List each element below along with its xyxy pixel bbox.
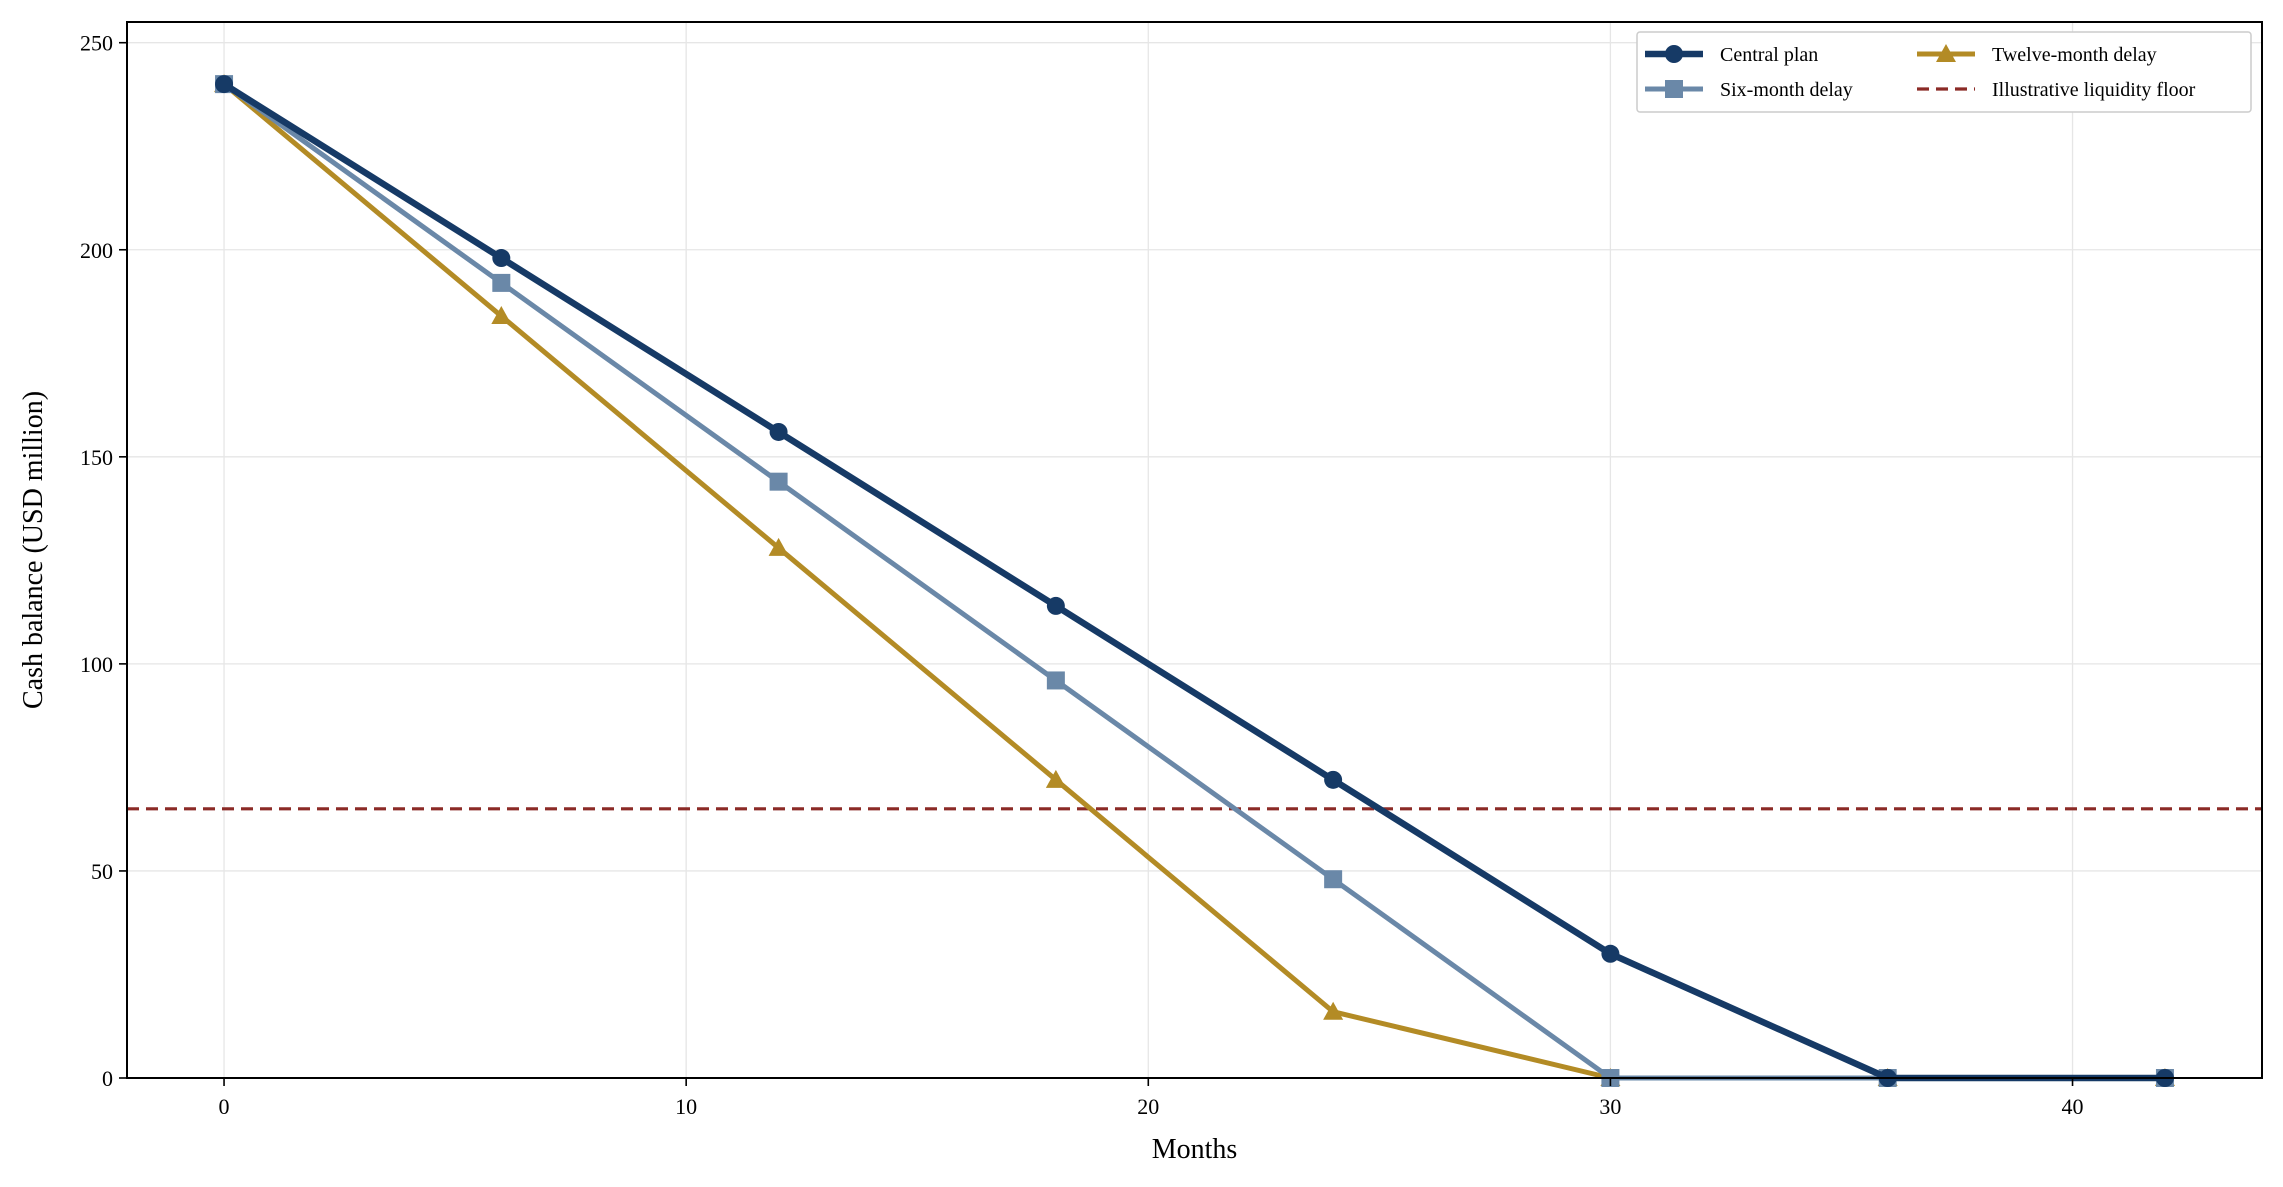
legend-box [1636,31,2252,113]
y-tick-label: 250 [80,31,113,56]
data-point [491,306,512,325]
legend-entry: Twelve-month delay [1917,44,2157,66]
y-tick-label: 200 [80,238,113,263]
legend: Central plan Six-month delay Twelve-month … [1636,31,2252,113]
x-tick-label: 40 [2062,1094,2084,1119]
legend-label: Central plan [1720,44,1818,66]
grid [127,22,2262,1079]
series-line [222,82,2165,1081]
x-tick-label: 30 [1599,1094,1621,1119]
y-tick-label: 50 [91,859,113,884]
series-circle [215,75,2174,1087]
y-tick-label: 150 [80,445,113,470]
y-axis-title: Cash balance (USD million) [18,391,49,709]
series [214,74,2175,1087]
y-tick-label: 0 [102,1066,113,1091]
data-point [1046,596,1065,615]
data-point [1324,870,1343,889]
data-point [492,273,511,292]
y-tick-label: 100 [80,652,113,677]
legend-marker [1665,80,1683,98]
data-point [215,75,234,94]
x-axis-title: Months [1152,1134,1238,1165]
data-point [769,422,788,441]
legend-entry: Central plan [1645,44,1818,66]
series-line [222,82,2165,1081]
data-point [492,249,511,268]
plot-frame [126,21,2263,1079]
data-point [1045,769,1066,788]
axis-ticks: 0 10 20 30 40 0 50 100 150 200 250 [80,31,2084,1119]
legend-marker [1936,44,1956,62]
data-point [769,472,788,491]
data-point [1323,1001,1344,1020]
legend-entry: Six-month delay [1645,79,1853,101]
data-point [1046,671,1065,690]
legend-label: Illustrative liquidity floor [1992,79,2196,101]
series-line [222,81,2165,1082]
x-tick-label: 20 [1137,1094,1159,1119]
legend-label: Twelve-month delay [1992,44,2157,66]
data-point [1324,770,1343,789]
legend-marker [1665,45,1683,63]
data-point [768,537,789,556]
legend-entry: Illustrative liquidity floor [1917,79,2196,101]
series-triangle [214,74,2175,1086]
series-square [215,75,2174,1087]
x-tick-label: 10 [675,1094,697,1119]
data-point [1601,944,1620,963]
legend-label: Six-month delay [1720,79,1853,101]
x-tick-label: 0 [219,1094,230,1119]
